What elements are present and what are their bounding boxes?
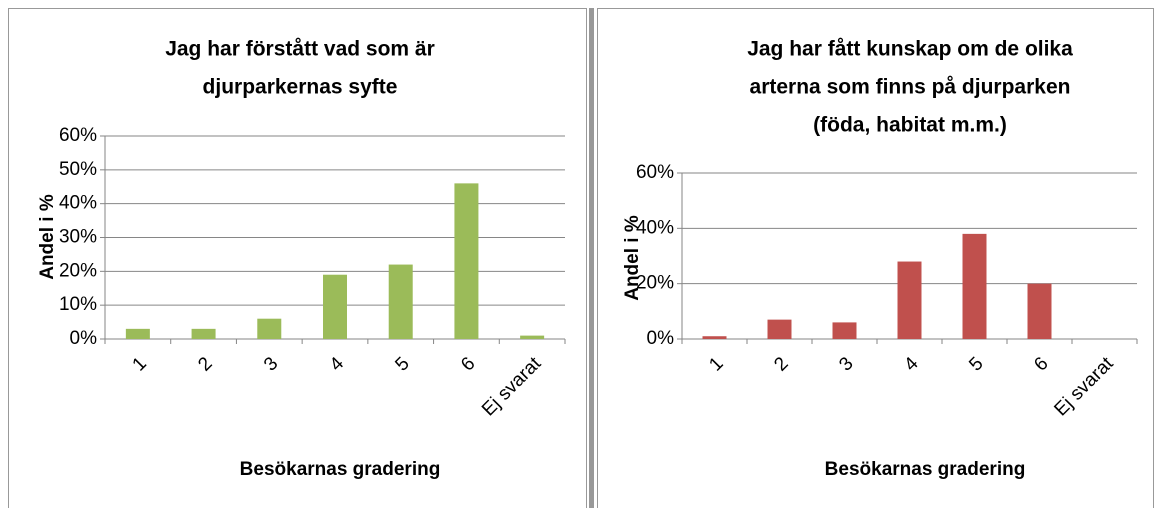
bar [388,264,413,339]
bar [767,319,792,339]
x-tick-label: 6 [1030,353,1052,375]
chart-title: Jag har förstått vad som är [165,38,435,61]
chart-title: Jag har fått kunskap om de olika [747,38,1073,61]
x-axis-title: Besökarnas gradering [240,459,441,480]
y-tick-label: 10% [59,294,97,315]
x-tick-label: 5 [965,353,987,375]
x-tick-label: 1 [705,353,727,375]
x-tick-label: 3 [835,353,857,375]
y-tick-label: 30% [59,227,97,248]
bar [702,336,727,339]
x-axis-title: Besökarnas gradering [825,459,1026,480]
chart-title: djurparkernas syfte [203,76,398,99]
y-axis-title: Andel i % [37,194,58,280]
y-tick-label: 60% [636,162,674,183]
x-tick-label: 2 [770,353,792,375]
y-tick-label: 0% [647,328,675,349]
bar [962,233,987,339]
bar [191,328,216,339]
y-tick-label: 50% [59,159,97,180]
bar [125,328,150,339]
y-axis-title: Andel i % [622,215,643,301]
chart-title: arterna som finns på djurparken [750,76,1071,99]
chart-title: (föda, habitat m.m.) [813,114,1007,137]
y-tick-label: 20% [59,260,97,281]
y-tick-label: 60% [59,125,97,146]
y-tick-label: 40% [636,217,674,238]
y-tick-label: 0% [70,328,98,349]
bar [454,183,479,339]
x-tick-label: 2 [194,353,216,375]
x-tick-label: 5 [391,353,413,375]
y-tick-label: 40% [59,193,97,214]
x-tick-label: Ej svarat [478,353,546,421]
x-tick-label: Ej svarat [1050,353,1118,421]
x-tick-label: 4 [326,353,349,376]
x-tick-label: 6 [457,353,479,375]
x-tick-label: 4 [900,353,923,376]
bar [897,261,922,339]
bar [1027,283,1052,339]
x-tick-label: 3 [260,353,282,375]
bar [257,318,282,339]
panel-border [597,8,1154,508]
x-tick-label: 1 [129,353,151,375]
bar [832,322,857,339]
bar [520,335,545,339]
bar [323,274,347,339]
panel-border [8,8,587,508]
divider [589,8,594,508]
y-tick-label: 20% [636,273,674,294]
